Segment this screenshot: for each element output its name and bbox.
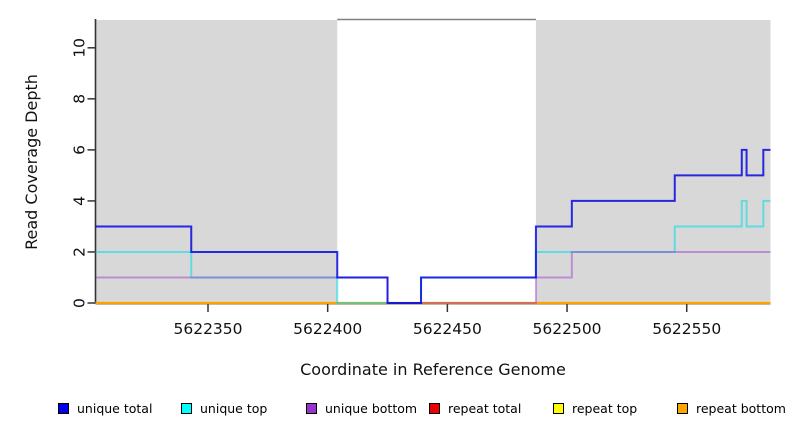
legend-item-unique-top: unique top bbox=[181, 402, 267, 415]
legend-label: unique top bbox=[200, 401, 268, 416]
legend-swatch-repeat-bottom bbox=[677, 403, 688, 414]
shaded-region bbox=[535, 20, 771, 303]
legend-swatch-unique-bottom bbox=[306, 403, 317, 414]
y-tick-label: 8 bbox=[71, 94, 89, 104]
x-tick-label: 5622350 bbox=[173, 320, 242, 338]
series-line-unique-total bbox=[95, 148, 771, 304]
x-tick-label: 5622450 bbox=[413, 320, 482, 338]
legend-label: unique bottom bbox=[325, 401, 418, 416]
y-tick-label: 10 bbox=[71, 38, 89, 58]
x-tick-label: 5622500 bbox=[533, 320, 602, 338]
x-tick-label: 5622550 bbox=[652, 320, 721, 338]
x-tick-label: 5622400 bbox=[293, 320, 362, 338]
x-axis-title: Coordinate in Reference Genome bbox=[300, 360, 566, 379]
chart-legend: unique total unique top unique bottom repea… bbox=[0, 398, 792, 424]
legend-swatch-repeat-total bbox=[429, 403, 440, 414]
legend-item-repeat-top: repeat top bbox=[553, 402, 637, 415]
legend-label: repeat bottom bbox=[696, 401, 786, 416]
legend-label: unique total bbox=[77, 401, 153, 416]
legend-swatch-unique-top bbox=[181, 403, 192, 414]
legend-label: repeat total bbox=[448, 401, 522, 416]
legend-label: repeat top bbox=[572, 401, 638, 416]
y-tick-label: 4 bbox=[71, 196, 89, 206]
legend-item-unique-bottom: unique bottom bbox=[306, 402, 417, 415]
legend-swatch-unique-total bbox=[58, 403, 69, 414]
y-axis-title: Read Coverage Depth bbox=[22, 74, 41, 250]
legend-item-repeat-total: repeat total bbox=[429, 402, 521, 415]
legend-swatch-repeat-top bbox=[553, 403, 564, 414]
shaded-region bbox=[95, 20, 338, 303]
y-tick-label: 2 bbox=[71, 247, 89, 257]
series-line-unique-top bbox=[95, 199, 771, 304]
y-tick-label: 0 bbox=[71, 298, 89, 308]
coverage-chart: 0 2 4 6 8 10 5622350 5622400 5622450 5622500 56225… bbox=[22, 18, 771, 379]
legend-item-repeat-bottom: repeat bottom bbox=[677, 402, 786, 415]
y-tick-label: 6 bbox=[71, 145, 89, 155]
legend-item-unique-total: unique total bbox=[58, 402, 152, 415]
